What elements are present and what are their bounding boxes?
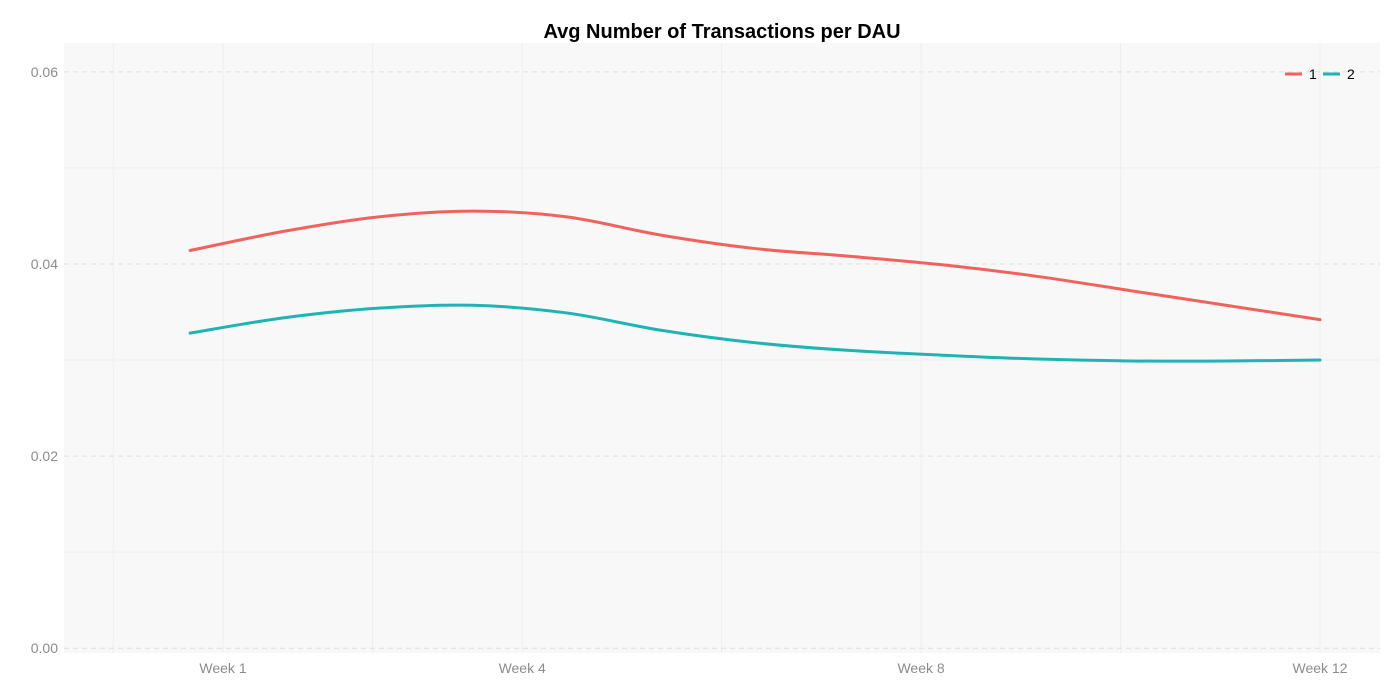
series-layer [188,209,1322,363]
minor-gridlines [64,43,1380,653]
y-tick-label: 0.00 [31,640,58,656]
x-tick-label: Week 8 [897,660,944,676]
major-gridlines [64,43,1380,653]
y-tick-label: 0.06 [31,64,58,80]
y-axis-ticks: 0.00 0.02 0.04 0.06 [31,64,58,656]
chart-title: Avg Number of Transactions per DAU [543,21,900,43]
x-axis-ticks: Week 1 Week 4 Week 8 Week 12 [199,660,1347,676]
x-tick-label: Week 4 [499,660,546,676]
x-tick-label: Week 1 [199,660,246,676]
series-line-1 [188,209,1322,322]
series-line-2 [188,303,1322,363]
legend-label-2: 2 [1347,66,1355,82]
legend-label-1: 1 [1309,66,1317,82]
y-tick-label: 0.04 [31,256,58,272]
x-tick-label: Week 12 [1293,660,1348,676]
y-tick-label: 0.02 [31,448,58,464]
